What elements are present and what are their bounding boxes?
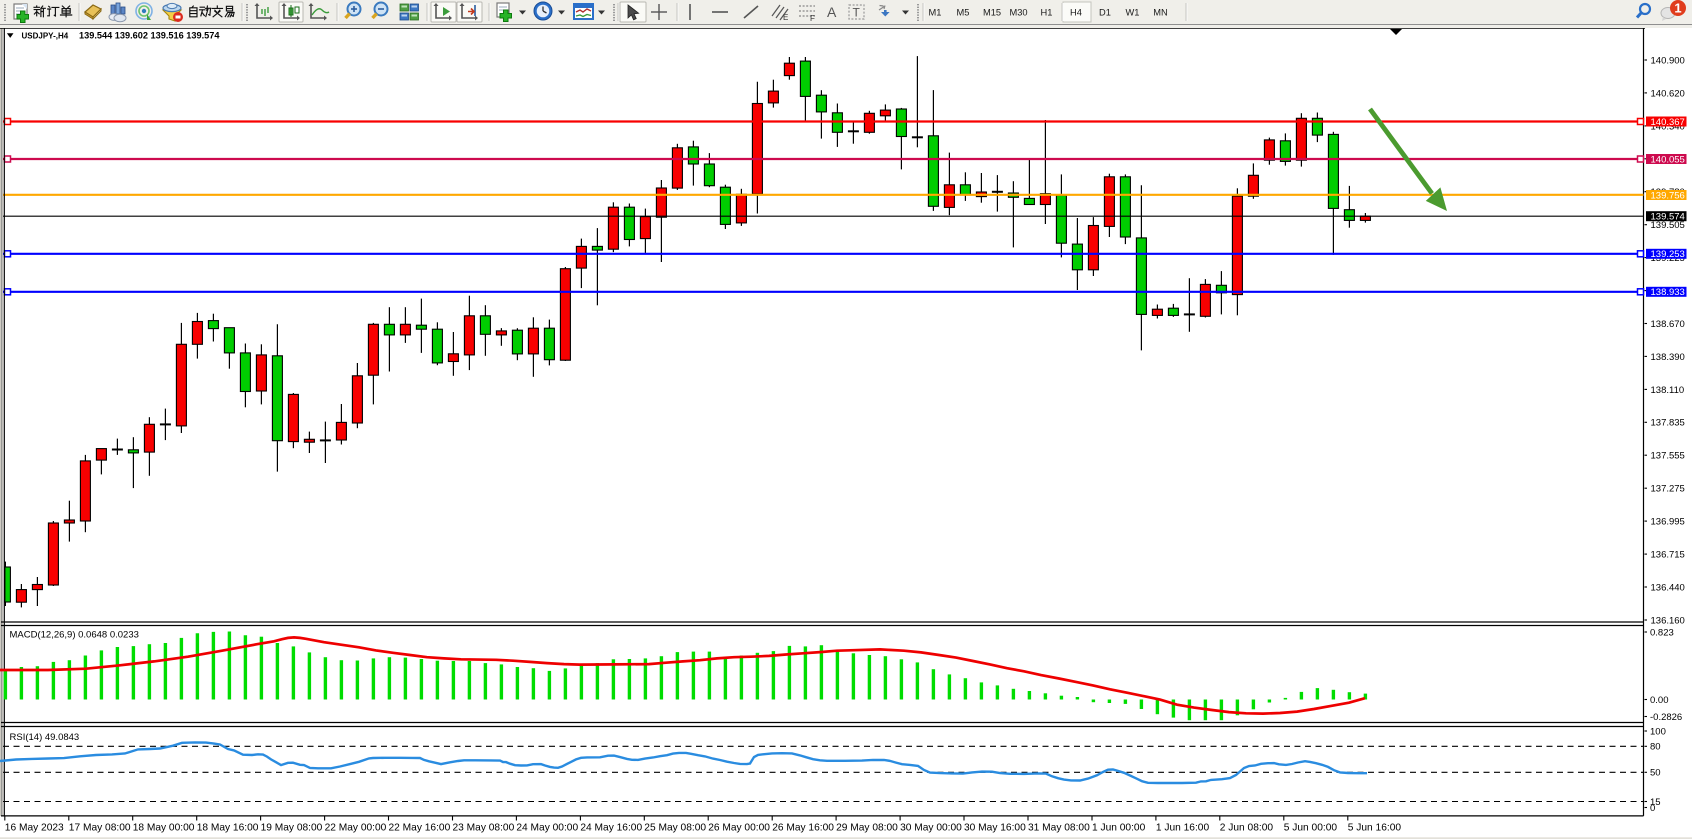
svg-text:H1: H1	[1041, 8, 1053, 18]
svg-text:24 May 00:00: 24 May 00:00	[516, 823, 578, 834]
svg-text:140.340: 140.340	[1651, 121, 1685, 132]
svg-text:16 May 2023: 16 May 2023	[5, 823, 64, 834]
svg-text:139.574: 139.574	[1651, 212, 1685, 223]
svg-text:M1: M1	[929, 8, 942, 18]
svg-text:80: 80	[1650, 742, 1661, 753]
svg-text:18 May 00:00: 18 May 00:00	[133, 823, 195, 834]
svg-text:19 May 08:00: 19 May 08:00	[261, 823, 323, 834]
svg-text:15: 15	[1650, 797, 1661, 808]
svg-text:A: A	[827, 4, 837, 20]
svg-text:31 May 08:00: 31 May 08:00	[1028, 823, 1090, 834]
svg-text:138.933: 138.933	[1651, 287, 1685, 298]
svg-text:M15: M15	[983, 8, 1001, 18]
svg-text:F: F	[810, 14, 815, 23]
svg-text:-0.2826: -0.2826	[1650, 712, 1682, 723]
svg-text:T: T	[853, 6, 861, 20]
svg-text:140.620: 140.620	[1651, 88, 1685, 99]
svg-text:0.823: 0.823	[1650, 627, 1674, 638]
svg-text:18 May 16:00: 18 May 16:00	[197, 823, 259, 834]
svg-text:D1: D1	[1099, 8, 1111, 18]
svg-text:137.835: 137.835	[1651, 418, 1685, 429]
svg-text:22 May 16:00: 22 May 16:00	[389, 823, 451, 834]
svg-text:136.715: 136.715	[1651, 550, 1685, 561]
svg-text:138.670: 138.670	[1651, 319, 1685, 330]
svg-text:137.555: 137.555	[1651, 451, 1685, 462]
svg-text:30 May 16:00: 30 May 16:00	[964, 823, 1026, 834]
svg-text:USDJPY-,H4: USDJPY-,H4	[22, 32, 69, 41]
svg-text:1 Jun 16:00: 1 Jun 16:00	[1156, 823, 1210, 834]
svg-text:50: 50	[1650, 768, 1661, 779]
svg-text:139.544 139.602 139.516 139.57: 139.544 139.602 139.516 139.574	[79, 31, 220, 41]
svg-text:138.390: 138.390	[1651, 352, 1685, 363]
svg-text:5 Jun 00:00: 5 Jun 00:00	[1284, 823, 1338, 834]
svg-text:RSI(14) 49.0843: RSI(14) 49.0843	[10, 732, 80, 743]
svg-text:1: 1	[1674, 1, 1681, 16]
svg-text:139.505: 139.505	[1651, 220, 1685, 231]
svg-text:22 May 00:00: 22 May 00:00	[325, 823, 387, 834]
svg-text:0.00: 0.00	[1650, 695, 1669, 706]
svg-text:23 May 08:00: 23 May 08:00	[453, 823, 515, 834]
svg-text:136.440: 136.440	[1651, 582, 1685, 593]
svg-text:140.367: 140.367	[1651, 117, 1685, 128]
svg-text:140.055: 140.055	[1651, 154, 1685, 165]
svg-text:100: 100	[1650, 726, 1666, 737]
svg-text:136.160: 136.160	[1651, 615, 1685, 626]
svg-text:137.275: 137.275	[1651, 484, 1685, 495]
svg-text:24 May 16:00: 24 May 16:00	[580, 823, 642, 834]
svg-text:29 May 08:00: 29 May 08:00	[836, 823, 898, 834]
svg-text:W1: W1	[1126, 8, 1140, 18]
svg-text:139.756: 139.756	[1651, 190, 1685, 201]
svg-text:E: E	[783, 13, 788, 22]
svg-text:138.110: 138.110	[1651, 385, 1685, 396]
svg-text:26 May 00:00: 26 May 00:00	[708, 823, 770, 834]
svg-text:30 May 00:00: 30 May 00:00	[900, 823, 962, 834]
svg-text:M5: M5	[957, 8, 970, 18]
svg-text:139.253: 139.253	[1651, 249, 1685, 260]
svg-text:2 Jun 08:00: 2 Jun 08:00	[1220, 823, 1274, 834]
svg-text:17 May 08:00: 17 May 08:00	[69, 823, 131, 834]
svg-text:0: 0	[1650, 803, 1655, 814]
svg-text:H4: H4	[1070, 8, 1082, 18]
svg-text:5 Jun 16:00: 5 Jun 16:00	[1348, 823, 1402, 834]
svg-text:26 May 16:00: 26 May 16:00	[772, 823, 834, 834]
svg-text:136.995: 136.995	[1651, 517, 1685, 528]
svg-text:MACD(12,26,9) 0.0648 0.0233: MACD(12,26,9) 0.0648 0.0233	[10, 630, 139, 641]
svg-text:25 May 08:00: 25 May 08:00	[644, 823, 706, 834]
svg-text:M30: M30	[1009, 8, 1027, 18]
svg-text:140.900: 140.900	[1651, 55, 1685, 66]
svg-text:1 Jun 00:00: 1 Jun 00:00	[1092, 823, 1146, 834]
svg-text:MN: MN	[1153, 8, 1167, 18]
